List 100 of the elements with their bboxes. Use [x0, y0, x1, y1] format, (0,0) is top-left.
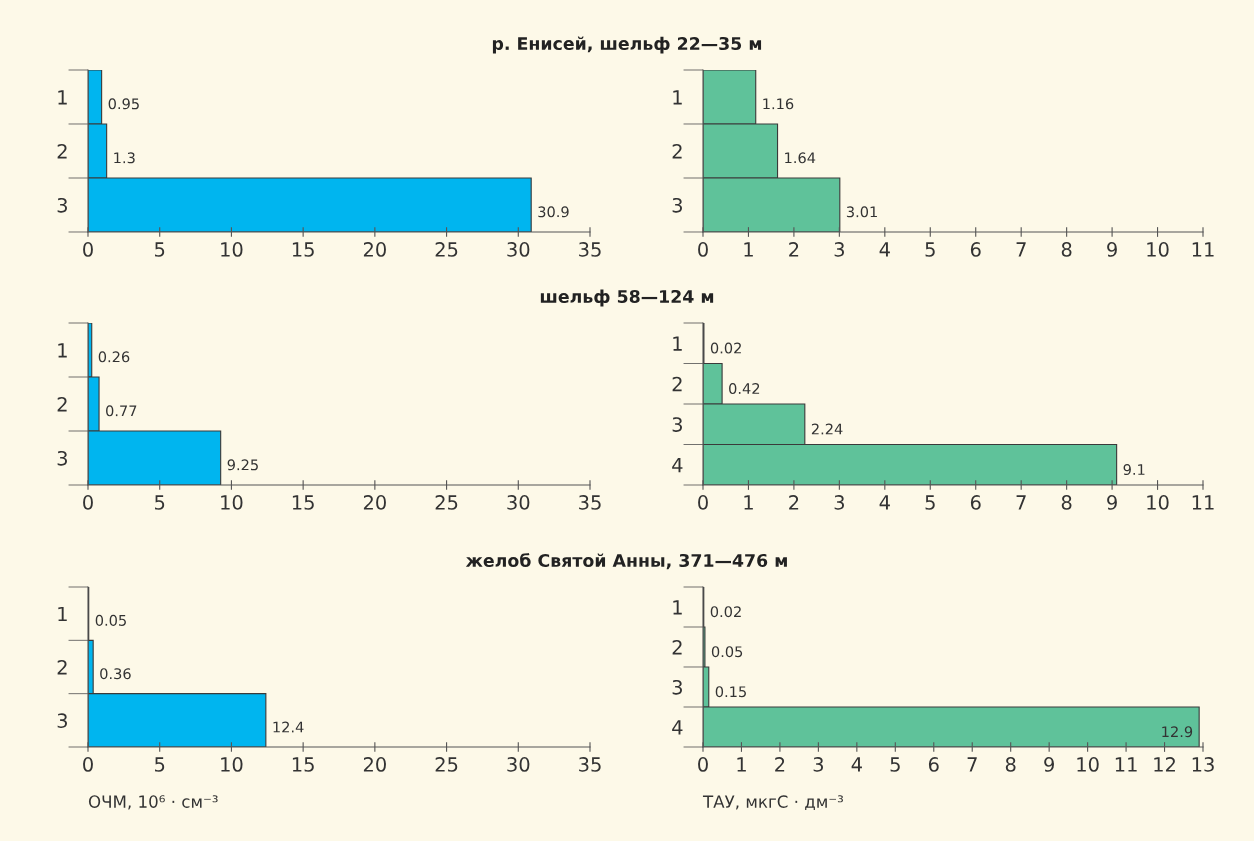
- x-tick-label: 0: [83, 757, 93, 772]
- x-tick-label: 20: [363, 757, 386, 772]
- x-tick-label: 2: [775, 757, 785, 772]
- x-tick-label: 2: [789, 495, 799, 510]
- text: шельф 58—124 м: [540, 289, 714, 307]
- x-tick-label: 4: [879, 242, 890, 257]
- x-tick-label: 15: [292, 495, 314, 510]
- x-tick-label: 7: [967, 757, 977, 772]
- x-tick-label: 3: [834, 495, 844, 510]
- y-tick-label: 3: [672, 197, 682, 213]
- x-tick-label: 10: [221, 242, 243, 257]
- data-label: 0.77: [106, 405, 137, 417]
- x-tick-label: 0: [698, 495, 708, 510]
- y-tick-label: 3: [672, 679, 682, 695]
- data-label: 0.15: [715, 686, 746, 698]
- x-tick-label: 10: [1147, 495, 1169, 510]
- data-label: 9.1: [1123, 464, 1145, 476]
- x-tick-label: 15: [292, 242, 314, 257]
- y-tick-label: 3: [57, 450, 67, 466]
- y-tick-label: 4: [672, 457, 683, 473]
- x-tick-label: 10: [221, 495, 243, 510]
- x-tick-label: 6: [970, 242, 981, 257]
- x-tick-label: 25: [435, 495, 458, 510]
- y-tick-label: 1: [673, 600, 682, 615]
- x-tick-label: 3: [834, 242, 844, 257]
- x-tick-label: 35: [579, 757, 601, 772]
- y-tick-label: 1: [58, 90, 67, 105]
- x-tick-label: 8: [1061, 242, 1072, 257]
- y-tick-label: 1: [58, 343, 67, 358]
- x-tick-label: 30: [507, 757, 530, 772]
- x-tick-label: 2: [789, 242, 799, 257]
- x-tick-label: 5: [155, 242, 165, 257]
- x-tick-label: 20: [363, 495, 386, 510]
- y-tick-label: 2: [672, 639, 682, 655]
- x-tick-label: 10: [1147, 242, 1169, 257]
- x-tick-label: 5: [890, 757, 900, 772]
- x-tick-label: 9: [1044, 757, 1054, 772]
- text: р. Енисей, шельф 22—35 м: [492, 36, 762, 54]
- x-tick-label: 8: [1005, 757, 1016, 772]
- x-tick-label: 1: [744, 242, 753, 257]
- data-label: 12.9: [1162, 726, 1193, 738]
- x-tick-label: 35: [579, 242, 601, 257]
- text: желоб Святой Анны, 371—476 м: [465, 553, 787, 570]
- x-tick-label: 4: [851, 757, 862, 772]
- data-label: 0.42: [729, 383, 760, 395]
- x-tick-label: 6: [970, 495, 981, 510]
- x-tick-label: 0: [83, 495, 93, 510]
- data-label: 3.01: [846, 206, 877, 218]
- x-tick-label: 1: [744, 495, 753, 510]
- data-label: 0.95: [108, 98, 139, 110]
- y-tick-label: 2: [57, 143, 67, 159]
- x-tick-label: 5: [155, 495, 165, 510]
- x-axis-title: ОЧМ, 10⁶ · см⁻³: [88, 795, 218, 810]
- x-tick-label: 5: [155, 757, 165, 772]
- x-tick-label: 30: [507, 242, 530, 257]
- x-tick-label: 30: [507, 495, 530, 510]
- x-tick-label: 8: [1061, 495, 1072, 510]
- y-tick-label: 1: [58, 606, 67, 622]
- x-tick-label: 1: [737, 757, 746, 772]
- y-tick-label: 3: [672, 417, 682, 432]
- x-tick-label: 11: [1192, 495, 1214, 510]
- y-tick-label: 1: [673, 90, 682, 105]
- x-tick-label: 10: [1077, 757, 1099, 772]
- x-tick-label: 9: [1107, 495, 1117, 510]
- data-label: 9.25: [227, 459, 258, 471]
- data-label: 2.24: [811, 423, 843, 435]
- y-tick-label: 3: [57, 713, 67, 728]
- data-label: 1.64: [785, 152, 816, 164]
- x-tick-label: 6: [928, 757, 939, 772]
- x-tick-label: 25: [435, 242, 458, 257]
- x-tick-label: 11: [1192, 242, 1214, 257]
- x-tick-label: 3: [813, 757, 824, 772]
- x-tick-label: 20: [363, 242, 386, 257]
- x-tick-label: 0: [698, 757, 708, 772]
- data-label: 0.02: [710, 606, 741, 618]
- x-tick-label: 11: [1115, 757, 1137, 772]
- x-tick-label: 7: [1016, 242, 1026, 257]
- x-tick-label: 5: [925, 242, 935, 257]
- x-tick-label: 5: [925, 495, 935, 510]
- y-tick-label: 2: [672, 143, 682, 159]
- data-label: 1.16: [763, 98, 794, 110]
- data-label: 0.05: [95, 614, 126, 626]
- y-tick-label: 3: [57, 197, 67, 213]
- data-label: 1.3: [114, 152, 135, 164]
- data-label: 0.05: [711, 646, 743, 658]
- x-tick-label: 0: [698, 242, 708, 257]
- x-tick-label: 12: [1154, 757, 1175, 772]
- y-tick-label: 2: [57, 659, 67, 675]
- x-tick-label: 7: [1016, 495, 1026, 510]
- x-tick-label: 4: [879, 495, 890, 510]
- x-tick-label: 0: [83, 242, 93, 257]
- x-axis-title: ТАУ, мкгС · дм⁻³: [702, 795, 843, 810]
- x-tick-label: 15: [292, 757, 314, 772]
- x-tick-label: 13: [1192, 757, 1214, 772]
- data-label: 12.4: [273, 721, 304, 733]
- y-tick-label: 1: [673, 336, 682, 351]
- y-tick-label: 2: [672, 376, 682, 392]
- data-label: 0.02: [710, 342, 741, 354]
- x-tick-label: 25: [435, 757, 458, 772]
- y-tick-label: 4: [672, 720, 683, 735]
